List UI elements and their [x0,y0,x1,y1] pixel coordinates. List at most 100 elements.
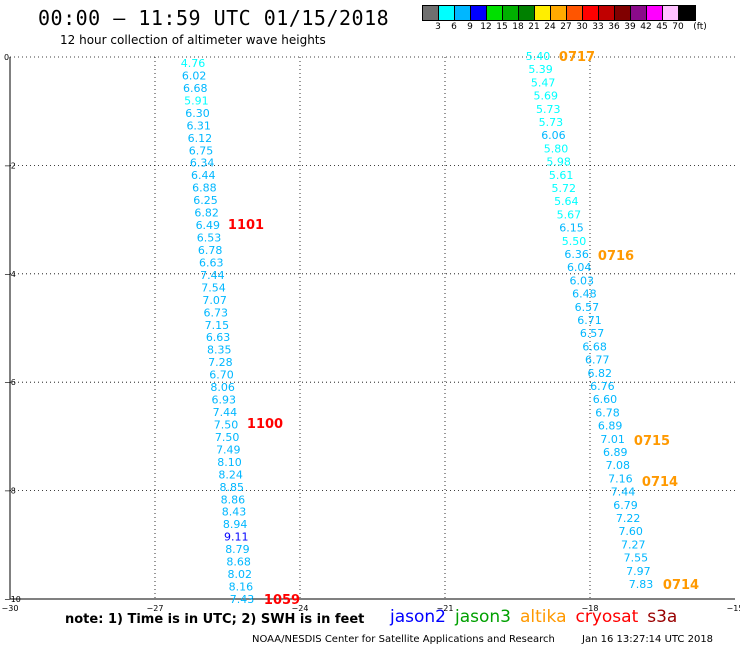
scale-swatch [455,6,471,20]
wave-height-label: 5.80 [544,142,569,155]
longitude-tick-label: −21 [437,604,454,613]
wave-height-label: 6.49 [196,219,221,232]
wave-height-label: 5.67 [557,208,582,221]
scale-swatch [679,6,695,20]
wave-height-label: 8.79 [225,543,250,556]
wave-height-label: 6.34 [190,157,215,170]
longitude-tick-label: −30 [2,604,19,613]
wave-height-label: 9.11 [224,531,249,544]
scale-swatch [471,6,487,20]
wave-height-label: 5.64 [554,195,579,208]
wave-height-label: 7.07 [202,294,227,307]
scale-label: 24 [544,22,556,32]
scale-swatch [439,6,455,20]
track-time-label: 1059 [264,593,300,608]
wave-height-label: 7.54 [201,281,226,294]
wave-height-label: 6.73 [204,306,229,319]
wave-height-label: 7.44 [200,269,225,282]
wave-height-label: 7.01 [600,433,625,446]
wave-height-label: 6.25 [193,194,218,207]
latitude-tick-label: −4 [4,270,16,279]
satellite-legend: jason2 jason3 altika cryosat s3a [390,607,677,627]
scale-label: (ft) [693,22,707,32]
scale-label: 45 [656,22,668,32]
wave-height-label: 6.77 [585,354,610,367]
scale-swatch [519,6,535,20]
page-title: 00:00 – 11:59 UTC 01/15/2018 [38,6,390,30]
longitude-tick-label: −24 [292,604,309,613]
wave-height-label: 5.50 [562,235,587,248]
scale-swatch [647,6,663,20]
wave-height-label: 5.40 [526,50,551,63]
wave-height-label: 8.10 [217,456,242,469]
wave-height-label: 6.78 [198,244,223,257]
scale-swatch [631,6,647,20]
wave-height-label: 5.91 [184,94,209,107]
wave-height-label: 5.39 [528,63,553,76]
latitude-tick-label: −10 [4,595,21,604]
scale-label: 36 [608,22,620,32]
wave-height-label: 6.36 [564,248,589,261]
wave-height-label: 7.43 [230,593,255,606]
satellite-legend-item: altika [520,607,567,627]
wave-height-label: 6.82 [588,367,613,380]
wave-height-label: 8.16 [229,581,254,594]
wave-height-label: 7.50 [215,431,240,444]
wave-height-label: 6.70 [209,369,234,382]
scale-label: 39 [624,22,636,32]
scale-label: 6 [451,22,457,32]
track-time-label: 0714 [663,578,699,593]
track-time-label: 0715 [634,434,670,449]
scale-swatch [583,6,599,20]
wave-height-label: 6.15 [559,222,584,235]
wave-height-label: 7.28 [208,356,233,369]
wave-height-label: 5.73 [539,116,564,129]
scale-label: 15 [496,22,508,32]
satellite-legend-item: jason2 [390,607,446,627]
scale-swatch [535,6,551,20]
wave-height-label: 8.02 [227,568,252,581]
wave-height-label: 8.43 [222,506,247,519]
latitude-tick-label: −2 [4,161,16,170]
wave-height-label: 5.73 [536,103,561,116]
scale-swatch [599,6,615,20]
latitude-tick-label: −6 [4,378,16,387]
wave-height-label: 8.35 [207,344,232,357]
wave-height-label: 6.48 [572,288,597,301]
scale-label: 33 [592,22,604,32]
wave-height-label: 6.31 [186,119,211,132]
wave-height-label: 8.24 [218,468,243,481]
longitude-tick-label: −15 [727,604,740,613]
wave-height-label: 8.86 [221,493,246,506]
scale-swatch [423,6,439,20]
wave-height-label: 6.03 [570,274,595,287]
wave-height-label: 6.63 [199,256,224,269]
scale-label: 18 [512,22,524,32]
wave-height-label: 8.94 [223,518,248,531]
scale-swatch [615,6,631,20]
longitude-tick-label: −27 [147,604,164,613]
wave-height-label: 6.89 [598,420,623,433]
latitude-tick-label: −8 [4,487,16,496]
scale-label: 70 [672,22,684,32]
wave-height-label: 6.71 [577,314,602,327]
latitude-tick-label: 0 [4,53,9,62]
wave-height-label: 6.63 [206,331,231,344]
color-scale-swatches [422,5,696,21]
wave-height-label: 5.61 [549,169,574,182]
wave-height-label: 6.57 [575,301,600,314]
wave-height-label: 7.15 [205,319,230,332]
track-time-label: 0714 [642,475,678,490]
longitude-tick-label: −18 [582,604,599,613]
wave-height-label: 7.60 [618,525,643,538]
wave-height-label: 7.97 [626,565,651,578]
wave-height-label: 8.06 [210,381,235,394]
wave-height-label: 6.53 [197,232,222,245]
wave-height-label: 6.57 [580,327,605,340]
wave-height-label: 6.75 [189,144,214,157]
wave-height-label: 7.16 [608,472,633,485]
wave-height-label: 7.50 [214,418,239,431]
wave-height-label: 4.76 [181,57,206,70]
satellite-legend-item: s3a [647,607,678,627]
